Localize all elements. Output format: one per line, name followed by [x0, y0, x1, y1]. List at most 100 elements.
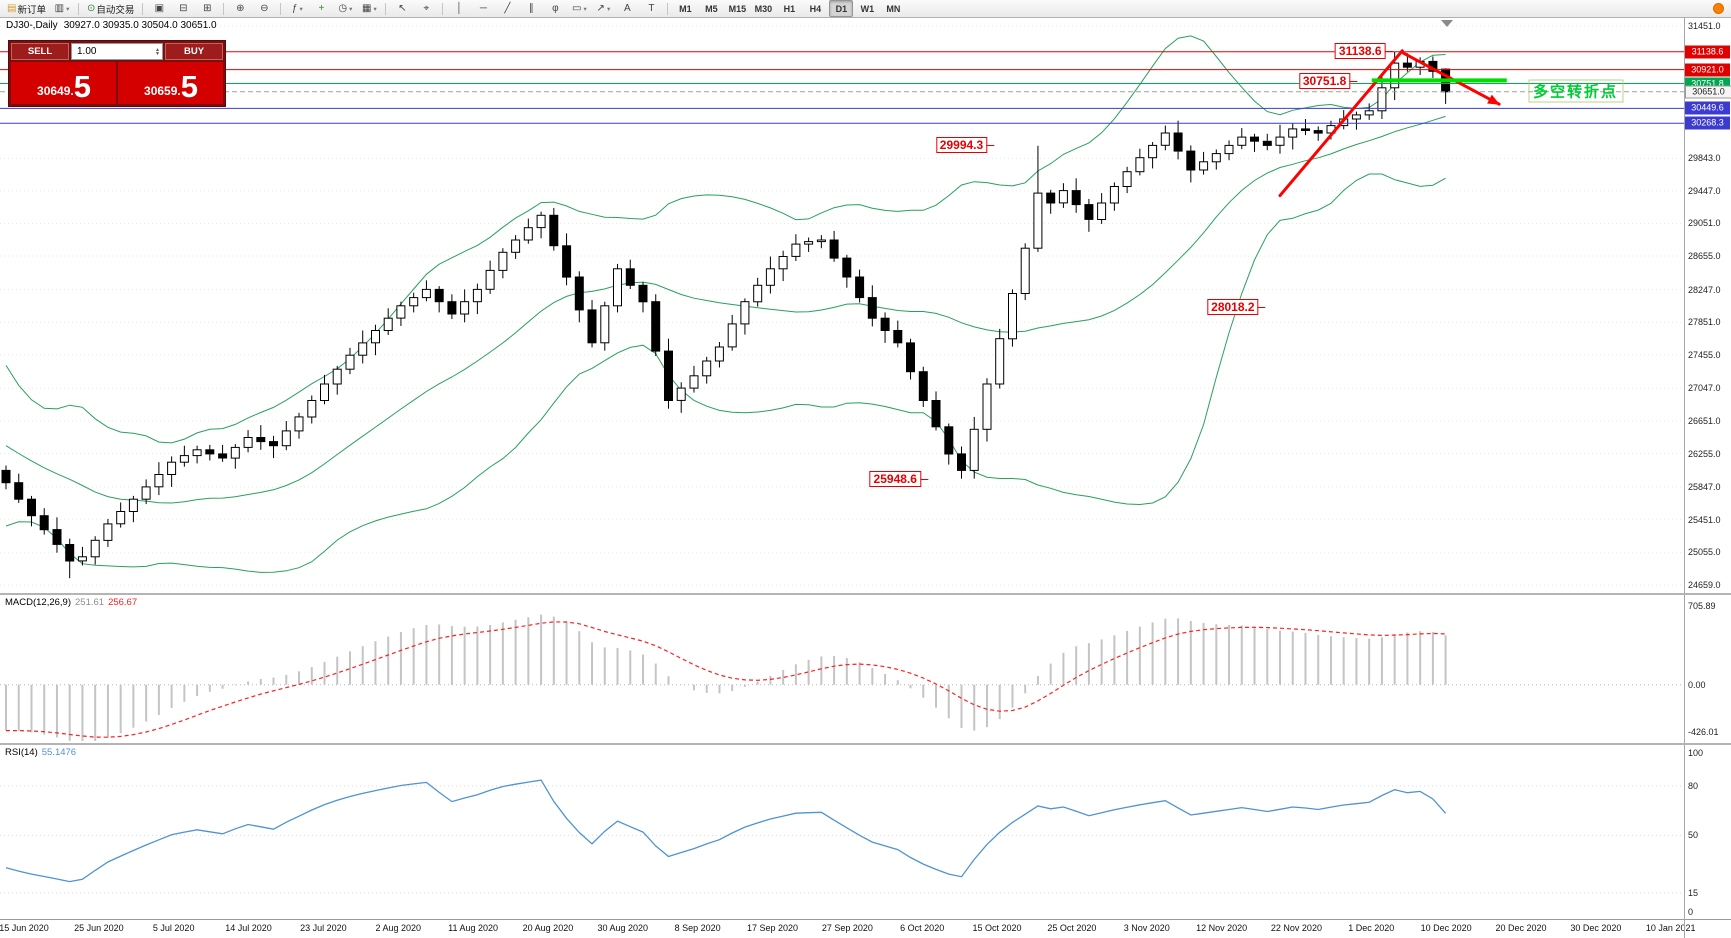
price-axis-label: 25451.0: [1688, 514, 1721, 525]
time-axis-label: 5 Jul 2020: [152, 923, 195, 933]
cascade-windows-button[interactable]: ▣: [148, 0, 170, 17]
crosshair-icon: ⌖: [423, 2, 430, 14]
time-axis-label: 17 Sep 2020: [746, 923, 799, 933]
rsi-axis[interactable]: 100 80 50 15 0: [1685, 745, 1731, 919]
templates-caret-icon: ▾: [373, 5, 377, 13]
price-axis-label: 31451.0: [1688, 20, 1721, 31]
auto-trading-label: 自动交易: [96, 4, 135, 16]
templates-button[interactable]: ▦ ▾: [358, 0, 380, 17]
price-tag: 30449.6: [1685, 101, 1730, 115]
price-tag: 30268.3: [1685, 116, 1730, 130]
tile-windows-vertically-button[interactable]: ⊞: [196, 0, 218, 17]
time-axis-label: 2 Aug 2020: [375, 923, 422, 933]
add-indicator-icon: +: [318, 2, 325, 14]
volume-stepper[interactable]: ▲ ▼: [155, 44, 160, 59]
price-axis[interactable]: 31451.0 29843.0 29447.0 29051.0 28655.0 28247…: [1685, 17, 1731, 593]
macd-canvas[interactable]: [0, 595, 1684, 743]
indicators-list-button[interactable]: ƒ ▾: [286, 0, 308, 17]
time-axis-label: 23 Jul 2020: [300, 923, 347, 933]
vertical-line-button[interactable]: │: [448, 0, 470, 17]
sell-button[interactable]: SELL: [11, 43, 69, 60]
tile-windows-horizontally-button[interactable]: ⊟: [172, 0, 194, 17]
rsi-axis-label: 0: [1688, 907, 1694, 917]
time-axis-label: 30 Dec 2020: [1570, 923, 1622, 933]
horizontal-line-button[interactable]: ─: [472, 0, 494, 17]
chart-header: DJ30-,Daily 30927.0 30935.0 30504.0 30651…: [6, 20, 223, 31]
volume-input[interactable]: 1.00 ▲ ▼: [71, 43, 163, 60]
toolbar-separator: [223, 2, 225, 15]
toolbar-separator: [442, 2, 444, 15]
indicators-list-caret-icon: ▾: [299, 5, 303, 13]
timeframe-m30-button[interactable]: M30: [754, 3, 773, 14]
time-axis-label: 1 Dec 2020: [1348, 923, 1395, 933]
add-indicator-button[interactable]: +: [310, 0, 332, 17]
time-axis-label: 8 Sep 2020: [674, 923, 721, 933]
price-axis-label: 27047.0: [1688, 383, 1721, 394]
timeframe-d1-button[interactable]: D1: [829, 0, 854, 17]
trendline-button[interactable]: ╱: [496, 0, 518, 17]
timeframe-m1-button[interactable]: M1: [679, 3, 692, 14]
new-order-button[interactable]: ▤ 新订单: [4, 0, 49, 17]
timeframe-m15-button[interactable]: M15: [728, 3, 747, 14]
periods-caret-icon: ▾: [349, 5, 353, 13]
timeframe-w1-button[interactable]: W1: [860, 3, 875, 14]
text-label-button[interactable]: T: [640, 0, 662, 17]
main-chart-canvas[interactable]: [0, 17, 1684, 593]
sell-price-display[interactable]: 30649. 5: [11, 62, 116, 104]
axis-separator: [1684, 17, 1685, 938]
price-axis-label: 25847.0: [1688, 482, 1721, 493]
price-axis-label: 28247.0: [1688, 284, 1721, 295]
auto-trading-button[interactable]: ⊙ 自动交易: [84, 0, 137, 17]
buy-price-display[interactable]: 30659. 5: [118, 62, 223, 104]
notification-icon[interactable]: [1713, 3, 1724, 14]
chart-window-button[interactable]: ▥ ▾: [51, 0, 73, 17]
time-axis-label: 25 Jun 2020: [74, 923, 124, 933]
indicators-list-icon: ƒ: [291, 2, 298, 14]
time-axis-label: 14 Jul 2020: [225, 923, 272, 933]
zoom-in-button[interactable]: ⊕: [229, 0, 251, 17]
fibonacci-retracement-button[interactable]: φ: [544, 0, 566, 17]
rsi-axis-label: 80: [1688, 780, 1699, 791]
rsi-canvas[interactable]: [0, 745, 1684, 919]
macd-axis[interactable]: 705.89 0.00 -426.01: [1685, 595, 1731, 743]
arrows-list-icon: ↗: [596, 2, 605, 14]
time-axis-label: 3 Nov 2020: [1123, 923, 1170, 933]
zoom-out-icon: ⊖: [260, 2, 269, 14]
buy-price-big-digit: 5: [180, 69, 198, 104]
new-order-icon: ▤: [7, 2, 17, 14]
zoom-out-button[interactable]: ⊖: [253, 0, 275, 17]
time-axis-label: 27 Sep 2020: [821, 923, 873, 933]
rsi-axis-label: 50: [1688, 830, 1699, 841]
tile-windows-horizontally-icon: ⊟: [179, 2, 188, 14]
crosshair-button[interactable]: ⌖: [415, 0, 437, 17]
timeframe-h1-button[interactable]: H1: [783, 3, 796, 14]
price-axis-label: 28655.0: [1688, 251, 1721, 262]
one-click-trading-panel: SELL 1.00 ▲ ▼ BUY 30649. 5 30659. 5: [8, 40, 226, 107]
shapes-button[interactable]: ▭ ▾: [568, 0, 590, 17]
price-axis-label: 25055.0: [1688, 547, 1721, 558]
stepper-down-icon[interactable]: ▼: [155, 50, 160, 57]
cascade-windows-icon: ▣: [154, 2, 165, 14]
timeframe-m5-button[interactable]: M5: [705, 3, 718, 14]
cursor-button[interactable]: ↖: [391, 0, 413, 17]
panel-splitter-rsi[interactable]: [0, 743, 1731, 745]
rsi-panel: RSI(14) 55.1476 100 80 50 15 0: [0, 745, 1731, 919]
text-button[interactable]: A: [616, 0, 638, 17]
macd-name: MACD(12,26,9): [5, 597, 71, 608]
arrows-list-button[interactable]: ↗ ▾: [592, 0, 614, 17]
price-axis-label: 26651.0: [1688, 415, 1721, 426]
price-callout: 28018.2: [1207, 299, 1267, 316]
timeframe-h4-button[interactable]: H4: [809, 3, 822, 14]
timeframe-mn-button[interactable]: MN: [886, 3, 901, 14]
price-callout: 29994.3: [935, 136, 995, 153]
equidistant-channel-button[interactable]: ∥: [520, 0, 542, 17]
price-axis-label: 27851.0: [1688, 317, 1721, 328]
time-axis-label: 25 Oct 2020: [1047, 923, 1097, 933]
periods-button[interactable]: ◷ ▾: [334, 0, 356, 17]
templates-icon: ▦: [362, 2, 372, 14]
buy-button[interactable]: BUY: [165, 43, 223, 60]
time-axis[interactable]: 15 Jun 2020 25 Jun 2020 5 Jul 2020 14 Jul 2…: [0, 919, 1731, 938]
stepper-up-icon[interactable]: ▲: [155, 46, 160, 53]
panel-splitter-macd[interactable]: [0, 593, 1731, 595]
cursor-icon: ↖: [398, 2, 407, 14]
